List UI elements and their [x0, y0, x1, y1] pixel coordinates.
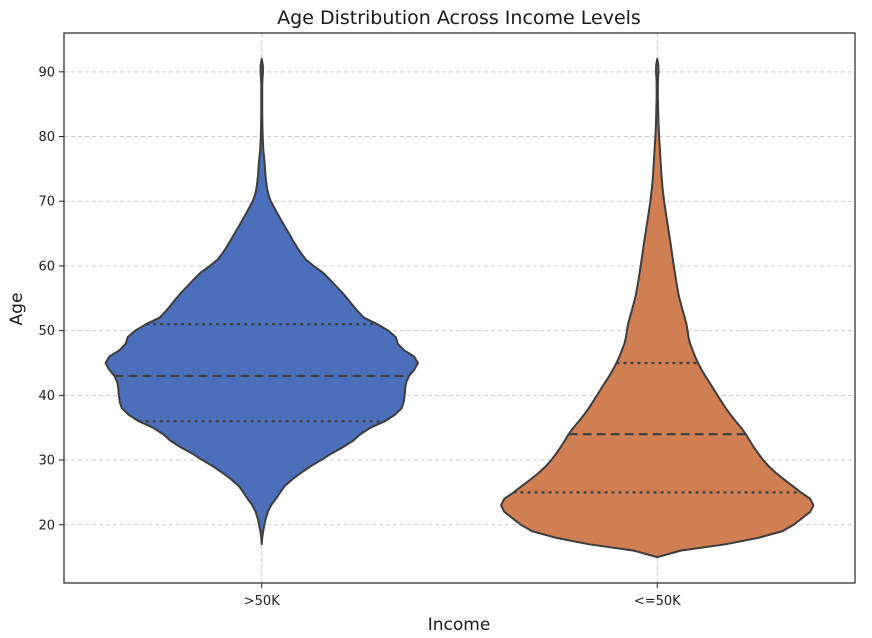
- y-tick-label: 70: [38, 195, 55, 210]
- violin-body: [500, 57, 815, 559]
- violins: [104, 57, 815, 559]
- violin-high-income: [104, 57, 419, 546]
- x-axis-label: Income: [428, 615, 491, 635]
- y-tick-label: 50: [38, 324, 55, 339]
- y-tick-label: 60: [38, 259, 55, 274]
- y-tick-label: 20: [38, 518, 55, 533]
- y-tick-label: 40: [38, 389, 55, 404]
- y-tick-label: 80: [38, 130, 55, 145]
- violin-body: [104, 57, 419, 546]
- x-tick-label: <=50K: [634, 594, 681, 609]
- y-tick-label: 90: [38, 65, 55, 80]
- y-tick-label: 30: [38, 454, 55, 469]
- y-axis-label: Age: [7, 293, 27, 326]
- y-axis-ticks: 20 30 40 50 60 70 80 90: [38, 65, 64, 533]
- x-axis-ticks: >50K <=50K: [244, 583, 681, 609]
- violin-low-income: [500, 57, 815, 559]
- chart-title: Age Distribution Across Income Levels: [277, 7, 641, 29]
- plot-frame: [63, 32, 856, 584]
- x-tick-label: >50K: [244, 594, 280, 609]
